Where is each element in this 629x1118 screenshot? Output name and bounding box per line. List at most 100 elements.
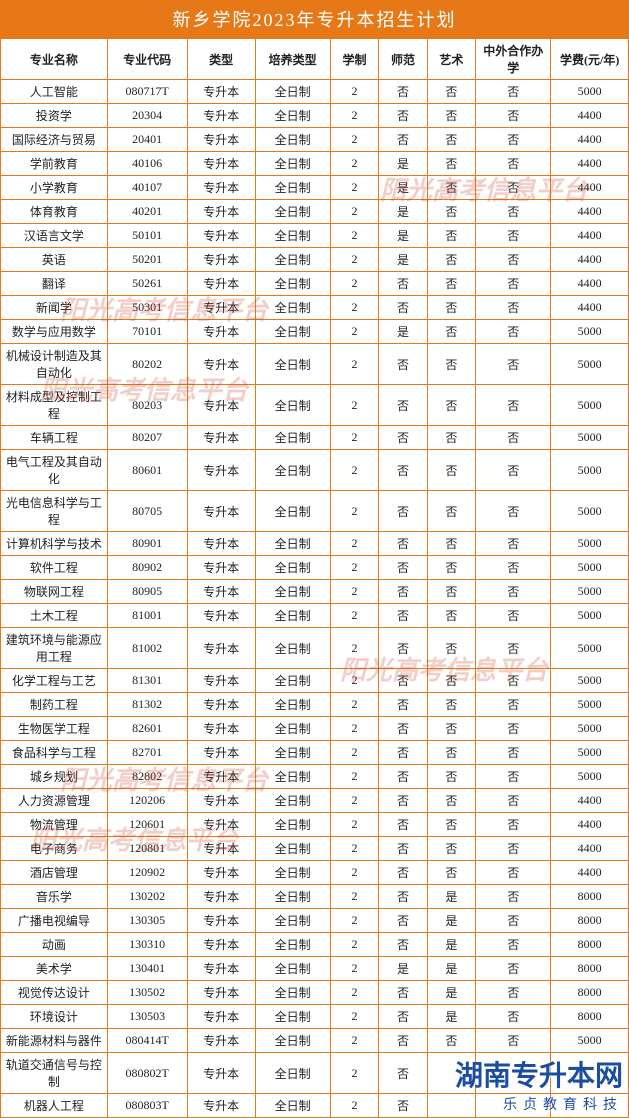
table-cell: 新闻学 xyxy=(1,296,108,320)
table-cell: 专升本 xyxy=(187,426,255,450)
table-cell: 否 xyxy=(476,320,551,344)
table-cell: 专升本 xyxy=(187,765,255,789)
table-cell: 2 xyxy=(330,933,378,957)
table-cell: 080717T xyxy=(107,80,187,104)
table-cell: 2 xyxy=(330,957,378,981)
table-row: 轨道交通信号与控制080802T专升本全日制2否 xyxy=(1,1053,629,1094)
table-cell: 全日制 xyxy=(255,580,330,604)
table-cell: 81002 xyxy=(107,628,187,669)
table-cell: 否 xyxy=(427,861,475,885)
table-cell: 全日制 xyxy=(255,981,330,1005)
table-cell: 专升本 xyxy=(187,669,255,693)
table-cell: 全日制 xyxy=(255,693,330,717)
table-cell: 否 xyxy=(427,604,475,628)
table-cell: 2 xyxy=(330,532,378,556)
table-cell: 投资学 xyxy=(1,104,108,128)
table-cell: 4400 xyxy=(551,813,629,837)
table-cell: 否 xyxy=(476,491,551,532)
table-cell: 130202 xyxy=(107,885,187,909)
table-cell: 否 xyxy=(476,104,551,128)
table-cell: 否 xyxy=(379,604,427,628)
table-cell: 否 xyxy=(427,813,475,837)
table-cell: 专升本 xyxy=(187,885,255,909)
table-cell: 否 xyxy=(476,885,551,909)
table-cell: 专升本 xyxy=(187,741,255,765)
table-cell: 全日制 xyxy=(255,909,330,933)
table-cell: 5000 xyxy=(551,693,629,717)
table-cell: 2 xyxy=(330,491,378,532)
table-cell: 否 xyxy=(476,152,551,176)
table-cell: 8000 xyxy=(551,957,629,981)
table-cell: 130401 xyxy=(107,957,187,981)
table-cell: 机器人工程 xyxy=(1,1094,108,1118)
table-cell: 人力资源管理 xyxy=(1,789,108,813)
table-cell: 4400 xyxy=(551,152,629,176)
table-cell: 专升本 xyxy=(187,1053,255,1094)
table-row: 广播电视编导130305专升本全日制2否是否8000 xyxy=(1,909,629,933)
table-cell: 专升本 xyxy=(187,981,255,1005)
table-cell: 专升本 xyxy=(187,200,255,224)
table-cell: 否 xyxy=(379,981,427,1005)
table-row: 食品科学与工程82701专升本全日制2否否否5000 xyxy=(1,741,629,765)
column-header: 专业名称 xyxy=(1,39,108,80)
table-cell: 全日制 xyxy=(255,628,330,669)
table-cell: 专升本 xyxy=(187,1094,255,1118)
table-cell: 是 xyxy=(379,320,427,344)
table-cell: 否 xyxy=(427,741,475,765)
table-cell: 否 xyxy=(379,741,427,765)
table-cell: 2 xyxy=(330,885,378,909)
table-row: 光电信息科学与工程80705专升本全日制2否否否5000 xyxy=(1,491,629,532)
table-cell xyxy=(551,1053,629,1094)
table-cell: 080803T xyxy=(107,1094,187,1118)
table-cell: 130305 xyxy=(107,909,187,933)
table-cell: 汉语言文学 xyxy=(1,224,108,248)
table-cell: 80207 xyxy=(107,426,187,450)
table-cell: 否 xyxy=(379,580,427,604)
table-cell: 土木工程 xyxy=(1,604,108,628)
table-cell: 美术学 xyxy=(1,957,108,981)
table-cell: 建筑环境与能源应用工程 xyxy=(1,628,108,669)
table-cell: 否 xyxy=(427,344,475,385)
table-cell xyxy=(427,1053,475,1094)
table-cell: 2 xyxy=(330,693,378,717)
table-cell: 专升本 xyxy=(187,556,255,580)
table-cell: 全日制 xyxy=(255,717,330,741)
table-cell: 全日制 xyxy=(255,450,330,491)
table-cell: 全日制 xyxy=(255,128,330,152)
table-row: 化学工程与工艺81301专升本全日制2否否否5000 xyxy=(1,669,629,693)
table-cell: 2 xyxy=(330,765,378,789)
table-cell: 否 xyxy=(476,604,551,628)
table-cell: 物联网工程 xyxy=(1,580,108,604)
table-cell: 否 xyxy=(379,669,427,693)
table-cell: 5000 xyxy=(551,1029,629,1053)
table-row: 新闻学50301专升本全日制2否否否4400 xyxy=(1,296,629,320)
table-cell: 全日制 xyxy=(255,789,330,813)
table-cell: 080414T xyxy=(107,1029,187,1053)
table-cell: 否 xyxy=(427,320,475,344)
table-cell: 全日制 xyxy=(255,296,330,320)
table-cell: 否 xyxy=(379,1029,427,1053)
table-cell: 2 xyxy=(330,426,378,450)
table-cell: 80705 xyxy=(107,491,187,532)
table-cell: 否 xyxy=(476,80,551,104)
table-cell: 否 xyxy=(476,200,551,224)
table-cell: 40201 xyxy=(107,200,187,224)
table-cell: 全日制 xyxy=(255,344,330,385)
table-cell: 2 xyxy=(330,128,378,152)
column-header: 类型 xyxy=(187,39,255,80)
table-cell: 动画 xyxy=(1,933,108,957)
table-cell: 是 xyxy=(379,957,427,981)
table-cell: 全日制 xyxy=(255,385,330,426)
table-cell: 专升本 xyxy=(187,248,255,272)
table-cell: 否 xyxy=(379,450,427,491)
table-row: 学前教育40106专升本全日制2是否否4400 xyxy=(1,152,629,176)
table-cell: 2 xyxy=(330,450,378,491)
table-row: 体育教育40201专升本全日制2是否否4400 xyxy=(1,200,629,224)
table-cell: 40106 xyxy=(107,152,187,176)
table-row: 软件工程80902专升本全日制2否否否5000 xyxy=(1,556,629,580)
table-cell: 2 xyxy=(330,104,378,128)
table-cell: 否 xyxy=(476,933,551,957)
table-cell: 专升本 xyxy=(187,717,255,741)
table-row: 视觉传达设计130502专升本全日制2否是否8000 xyxy=(1,981,629,1005)
table-cell: 否 xyxy=(427,693,475,717)
